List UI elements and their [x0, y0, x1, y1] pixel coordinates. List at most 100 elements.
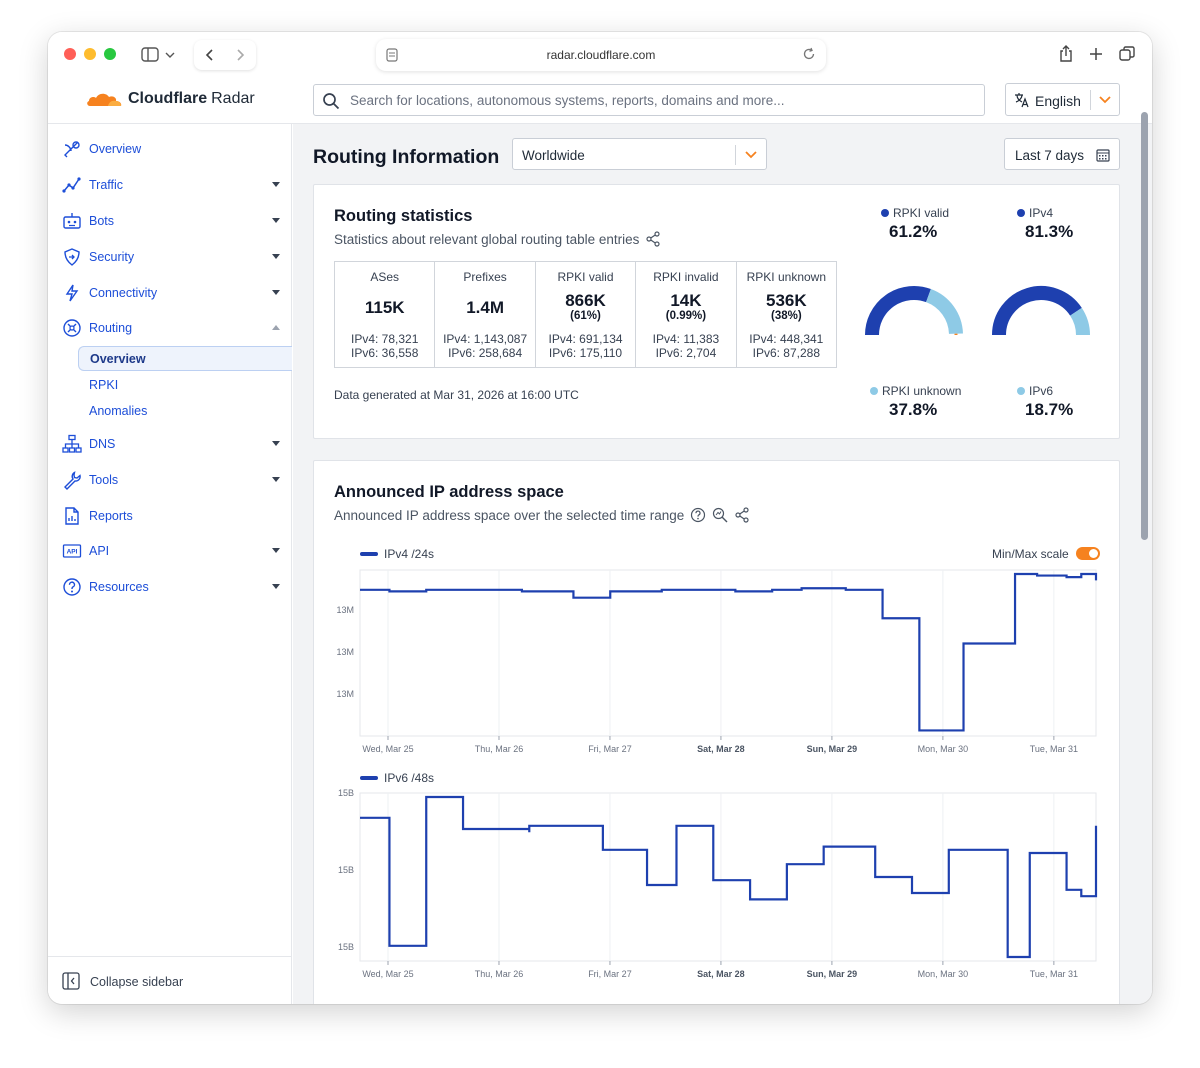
minmax-scale-toggle[interactable]: [1076, 547, 1100, 560]
chart-0-xtick-label: Sun, Mar 29: [807, 744, 858, 754]
date-range-select[interactable]: Last 7 days: [1004, 138, 1120, 170]
caret-down-icon[interactable]: [272, 182, 280, 187]
sidebar-item-bots[interactable]: Bots: [48, 206, 292, 236]
caret-down-icon[interactable]: [272, 548, 280, 553]
share-icon[interactable]: [1058, 45, 1074, 63]
chevron-down-icon: [1099, 96, 1111, 104]
cloudflare-radar-logo[interactable]: Cloudflare Radar: [86, 90, 255, 108]
chart-0-series-line[interactable]: [360, 572, 1098, 732]
caret-down-icon[interactable]: [272, 254, 280, 259]
stat-header: Prefixes: [463, 270, 507, 284]
page-scrollbar[interactable]: [1141, 112, 1148, 540]
caret-up-icon[interactable]: [272, 325, 280, 330]
api-icon: API: [62, 544, 82, 558]
caret-down-icon[interactable]: [272, 290, 280, 295]
caret-down-icon[interactable]: [272, 441, 280, 446]
minmax-scale-label: Min/Max scale: [992, 547, 1069, 561]
stat-ipv4: IPv4: 448,341: [749, 332, 824, 346]
back-chevron-icon[interactable]: [203, 48, 217, 62]
chart-1-ytick-label: 15B: [338, 942, 354, 952]
ipv4-legend[interactable]: IPv4 /24s: [360, 547, 434, 561]
stat-rpki-invalid: RPKI invalid 14K (0.99%) IPv4: 11,383 IPv6: …: [636, 262, 737, 367]
caret-down-icon[interactable]: [272, 477, 280, 482]
share-icon[interactable]: [645, 231, 661, 247]
chart-0-ytick-label: 13M: [336, 689, 354, 699]
page-title: Routing Information: [313, 146, 500, 168]
close-window-button[interactable]: [64, 48, 76, 60]
radar-dish-icon: [64, 141, 80, 158]
ipv6-line-chart[interactable]: Wed, Mar 25 Thu, Mar 26 Fri, Mar 27 Sat, Ma…: [314, 789, 1121, 989]
stat-ipv6: IPv6: 2,704: [655, 346, 717, 360]
chart-1-xtick-label: Tue, Mar 31: [1030, 969, 1078, 979]
chart-0-ytick-label: 13M: [336, 605, 354, 615]
sidebar-item-security[interactable]: Security: [48, 242, 292, 272]
url-text: radar.cloudflare.com: [546, 48, 656, 62]
sidebar-item-traffic[interactable]: Traffic: [48, 170, 292, 200]
sidebar-item-label: DNS: [89, 437, 116, 451]
stat-header: RPKI unknown: [746, 270, 827, 284]
sidebar-item-tools[interactable]: Tools: [48, 465, 292, 495]
sidebar-item-api[interactable]: API API: [48, 536, 292, 566]
gauge-0-bottom-label: RPKI unknown: [882, 384, 961, 398]
chart-1-xtick-label: Sat, Mar 28: [697, 969, 745, 979]
minimize-window-button[interactable]: [84, 48, 96, 60]
page-menu-icon[interactable]: [386, 48, 398, 62]
sidebar-toggle-button[interactable]: [132, 40, 184, 70]
chart-0-xtick-label: Tue, Mar 31: [1030, 744, 1078, 754]
announced-ip-space-subtitle-text: Announced IP address space over the sele…: [334, 507, 685, 523]
collapse-sidebar-button[interactable]: Collapse sidebar: [48, 956, 292, 1004]
help-circle-icon[interactable]: [690, 507, 706, 523]
dns-hierarchy-icon: [62, 434, 82, 453]
stat-ipv6: IPv6: 175,110: [548, 346, 623, 360]
stat-value: 1.4M: [466, 298, 504, 317]
forward-chevron-icon[interactable]: [233, 48, 247, 62]
sidebar-subitem-label: Overview: [90, 352, 146, 366]
caret-down-icon[interactable]: [272, 584, 280, 589]
sidebar-item-routing[interactable]: Routing: [48, 313, 292, 343]
chart-1-ytick-label: 15B: [338, 865, 354, 875]
svg-text:API: API: [67, 549, 78, 556]
stat-ases: ASes 115K IPv4: 78,321 IPv6: 36,558: [335, 262, 436, 367]
zoom-chart-icon[interactable]: [712, 507, 728, 523]
sidebar-subitem-overview[interactable]: Overview: [78, 346, 292, 371]
gauge-0-primary-arc[interactable]: [865, 286, 931, 336]
gauge-0-bottom-dot: [870, 387, 878, 395]
lightning-icon: [65, 284, 79, 302]
chart-1-xtick-label: Sun, Mar 29: [807, 969, 858, 979]
zoom-window-button[interactable]: [104, 48, 116, 60]
sidebar-item-connectivity[interactable]: Connectivity: [48, 278, 292, 308]
gauge-1-secondary-arc[interactable]: [1069, 307, 1090, 336]
sidebar-subitem-label: RPKI: [89, 378, 119, 392]
address-bar[interactable]: radar.cloudflare.com: [376, 39, 826, 71]
ipv6-legend-swatch: [360, 776, 378, 780]
gauge-1-top-value: 81.3%: [1025, 222, 1073, 241]
stat-value: 536K: [766, 291, 807, 310]
new-tab-icon[interactable]: [1089, 47, 1103, 61]
ipv4-line-chart[interactable]: Wed, Mar 25 Thu, Mar 26 Fri, Mar 27 Sat, Ma…: [314, 565, 1121, 761]
ipv6-legend[interactable]: IPv6 /48s: [360, 771, 434, 785]
tab-overview-icon[interactable]: [1119, 46, 1135, 62]
collapse-sidebar-icon: [62, 972, 80, 990]
sidebar-item-dns[interactable]: DNS: [48, 429, 292, 459]
reload-icon[interactable]: [802, 47, 816, 61]
routing-statistics-subtitle-text: Statistics about relevant global routing…: [334, 231, 640, 247]
sidebar-item-reports[interactable]: Reports: [48, 501, 292, 531]
sidebar-subitem-anomalies[interactable]: Anomalies: [78, 398, 292, 423]
global-search-input[interactable]: Search for locations, autonomous systems…: [313, 84, 985, 116]
language-select[interactable]: English: [1005, 83, 1120, 116]
stat-prefixes: Prefixes 1.4M IPv4: 1,143,087 IPv6: 258,684: [435, 262, 536, 367]
chart-1-series-line[interactable]: [360, 795, 1098, 959]
gauge-1-primary-arc[interactable]: [992, 286, 1082, 336]
caret-down-icon[interactable]: [272, 218, 280, 223]
share-icon[interactable]: [734, 507, 750, 523]
chart-1-xtick-label: Thu, Mar 26: [475, 969, 524, 979]
app-header: Cloudflare Radar Search for locations, a…: [48, 78, 1152, 124]
gauge-1-bottom-dot: [1017, 387, 1025, 395]
data-generated-note: Data generated at Mar 31, 2026 at 16:00 …: [334, 388, 579, 402]
gauge-0-top-label: RPKI valid: [893, 206, 949, 220]
sidebar-item-resources[interactable]: Resources: [48, 572, 292, 602]
sidebar-item-overview[interactable]: Overview: [48, 134, 292, 164]
location-select[interactable]: Worldwide: [512, 138, 767, 170]
sidebar-subitem-rpki[interactable]: RPKI: [78, 372, 292, 397]
gauge-0-secondary-arc[interactable]: [925, 289, 963, 335]
